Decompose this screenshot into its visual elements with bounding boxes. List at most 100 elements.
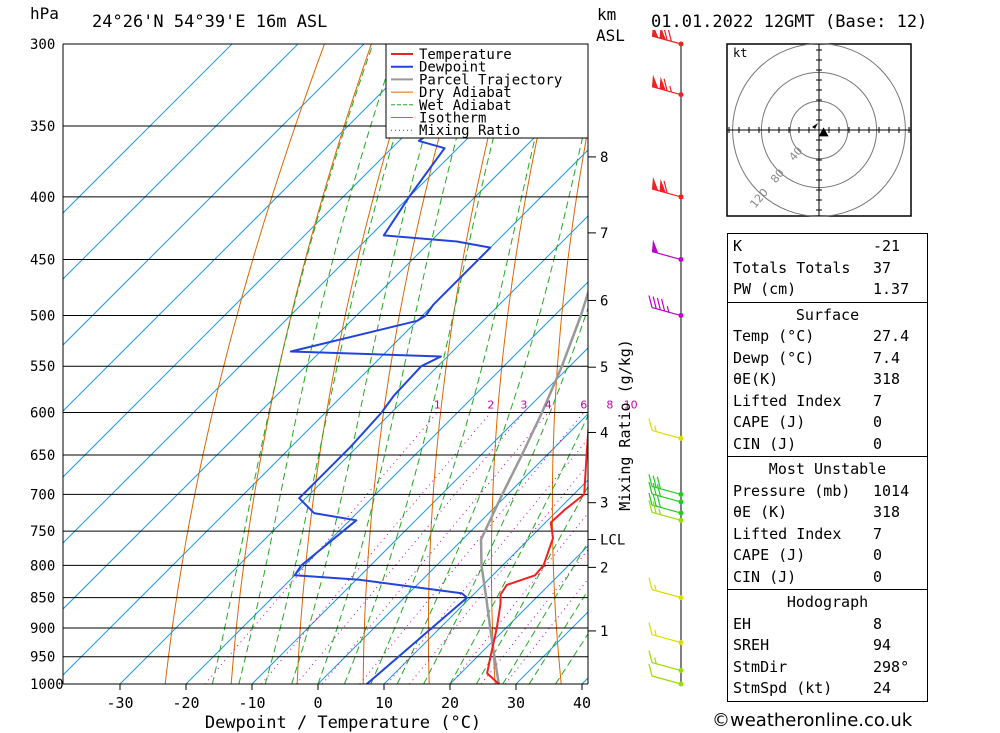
index-row: θE(K) 318 [728, 369, 927, 391]
index-row: CAPE (J) 0 [728, 545, 927, 567]
wind-barb [651, 176, 684, 200]
wind-barb-feather [648, 622, 653, 635]
indices-hodograph-section: Hodograph EH 8 SREH 94 StmDir 298° StmSpd (… [728, 590, 927, 701]
temperature-tick-label: -20 [172, 694, 199, 712]
wind-barb-staff [651, 661, 682, 672]
index-value: 1014 [873, 481, 910, 500]
index-row: SREH 94 [728, 635, 927, 657]
wind-barb-feather [648, 650, 653, 663]
index-label: θE(K) [733, 370, 779, 388]
wind-barb-feather [652, 494, 657, 507]
index-row: CIN (J) 0 [728, 434, 927, 456]
isotherm-line [251, 347, 588, 684]
wind-barb-feather [656, 495, 661, 508]
wind-barb [648, 577, 684, 601]
height-tick-label: 2 [600, 560, 608, 576]
pressure-tick-label: 500 [30, 309, 55, 325]
wind-barb-staff [651, 675, 682, 685]
pressure-tick-label: 900 [30, 621, 55, 637]
wind-barb-staff [651, 485, 682, 495]
index-row-k: K -21 [728, 236, 927, 258]
wind-barb [648, 295, 684, 319]
mixing-ratio-label: 4 [545, 398, 552, 411]
index-label: StmSpd (kt) [733, 679, 833, 697]
isotherm-line [63, 44, 365, 346]
asl-label: ASL [596, 26, 625, 45]
temperature-tick-label: -30 [106, 694, 133, 712]
wind-barb-pennant [659, 76, 666, 91]
index-row: StmSpd (kt) 24 [728, 678, 927, 700]
isotherm-line [449, 545, 588, 684]
index-label: K [733, 237, 743, 255]
mixing-ratio-label: 3 [520, 398, 527, 411]
legend-frame [385, 43, 589, 139]
indices-general-section: K -21 Totals Totals 37 PW (cm) 1.37 [728, 234, 927, 303]
index-row: Lifted Index 7 [728, 524, 927, 546]
height-tick-label: 6 [600, 293, 608, 309]
wind-barb-pennant [652, 176, 659, 191]
km-label: km [597, 5, 617, 24]
index-value: 37 [873, 258, 892, 277]
index-label: CAPE (J) [733, 413, 806, 431]
wind-barb-feather [656, 297, 661, 310]
index-row: θE (K) 318 [728, 502, 927, 524]
wind-barb-feather [648, 663, 653, 677]
temperature-tick-label: 40 [573, 694, 591, 712]
pressure-tick-label: 400 [30, 190, 55, 206]
wind-barb-feather [648, 295, 653, 308]
credit-link[interactable]: ©weatheronline.co.uk [712, 710, 913, 731]
wind-barb [648, 650, 684, 674]
x-axis-label: Dewpoint / Temperature (°C) [205, 713, 481, 733]
wind-barb-half-feather [654, 657, 657, 664]
wind-barb-staff [651, 633, 682, 644]
wind-barb-pennant [659, 30, 666, 40]
mixing-ratio-label: 10 [624, 398, 638, 411]
section-title: Surface [795, 305, 860, 324]
index-value: 0 [873, 434, 883, 453]
mixing-ratio-line [321, 412, 549, 684]
isotherm-line [317, 413, 588, 684]
index-row: CIN (J) 0 [728, 567, 927, 589]
isotherm-line [63, 44, 299, 280]
legend-entry: Parcel Trajectory [419, 72, 562, 88]
pressure-tick-label: 1000 [30, 677, 64, 693]
wind-barb-feather [663, 180, 668, 194]
isotherm-line [63, 44, 233, 214]
skewt-diagram: 3003504004505005506006507007508008509009… [30, 37, 638, 733]
wind-barb-staff [651, 511, 682, 521]
wind-barb-feather [663, 30, 668, 41]
parcel-trajectory-line [479, 288, 588, 684]
pressure-tick-label: 700 [30, 487, 55, 503]
pressure-tick-label: 950 [30, 650, 55, 666]
index-row: StmDir 298° [728, 657, 927, 679]
index-row: Dewp (°C) 7.4 [728, 348, 927, 370]
pressure-tick-label: 550 [30, 359, 55, 375]
wind-barb [651, 239, 684, 263]
legend-entry: Temperature [419, 47, 512, 63]
pressure-unit-label: hPa [30, 4, 59, 23]
pressure-tick-label: 650 [30, 448, 55, 464]
wind-barb-staff [651, 429, 682, 439]
wet-adiabat-line [502, 541, 588, 684]
wind-barb-feather [663, 78, 668, 91]
skewt-axes: 12346810152025-30-20-10010203040Dewpoint… [62, 44, 638, 733]
isotherm-line [63, 149, 588, 676]
index-label: Dewp (°C) [733, 348, 815, 367]
index-value: 298° [873, 657, 910, 676]
index-value: 7.4 [873, 348, 901, 367]
index-label: CIN (J) [733, 567, 797, 586]
index-value: 318 [873, 370, 901, 388]
index-row-totals: Totals Totals 37 [728, 258, 927, 280]
datetime-title: 01.01.2022 12GMT (Base: 12) [651, 12, 928, 32]
wind-barb-feather [648, 500, 653, 513]
wind-barb-pennant [652, 74, 659, 89]
section-title: Hodograph [786, 593, 869, 611]
mixing-ratio-label: 8 [606, 398, 613, 411]
pressure-tick-label: 450 [30, 253, 55, 269]
wind-barb-pennant [659, 178, 666, 193]
wind-barb-feather [648, 577, 653, 590]
mixing-ratio-line [409, 463, 588, 684]
wind-barb-feather [656, 484, 661, 497]
wind-barb-feather [661, 298, 666, 312]
index-value: 0 [873, 413, 883, 431]
